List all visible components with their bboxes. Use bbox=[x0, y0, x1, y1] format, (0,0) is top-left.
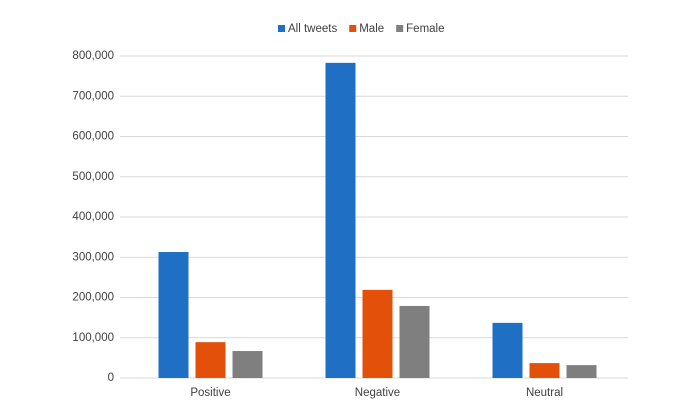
bar bbox=[158, 252, 189, 378]
bar bbox=[399, 305, 430, 378]
x-tick-label: Neutral bbox=[526, 387, 563, 399]
bar bbox=[325, 62, 356, 378]
y-tick-label: 500,000 bbox=[72, 171, 114, 183]
legend-label: Male bbox=[359, 23, 384, 35]
y-tick-label: 600,000 bbox=[72, 131, 114, 143]
y-tick-label: 400,000 bbox=[72, 211, 114, 223]
bar bbox=[232, 351, 263, 378]
legend-swatch bbox=[349, 25, 357, 32]
y-tick-label: 0 bbox=[108, 372, 114, 384]
y-tick-label: 700,000 bbox=[72, 90, 114, 102]
y-tick-label: 800,000 bbox=[72, 50, 114, 62]
y-tick-label: 100,000 bbox=[72, 332, 114, 344]
legend-swatch bbox=[396, 25, 404, 32]
legend-swatch bbox=[278, 25, 285, 32]
y-tick-label: 200,000 bbox=[72, 292, 114, 304]
bar bbox=[529, 363, 560, 378]
y-tick-label: 300,000 bbox=[72, 251, 114, 263]
legend-label: All tweets bbox=[288, 23, 337, 35]
legend-label: Female bbox=[406, 23, 444, 35]
bar bbox=[566, 365, 597, 378]
x-tick-label: Positive bbox=[190, 387, 230, 399]
bar bbox=[195, 342, 226, 378]
bar bbox=[492, 322, 523, 378]
bar bbox=[362, 289, 393, 378]
x-tick-label: Negative bbox=[355, 387, 400, 399]
